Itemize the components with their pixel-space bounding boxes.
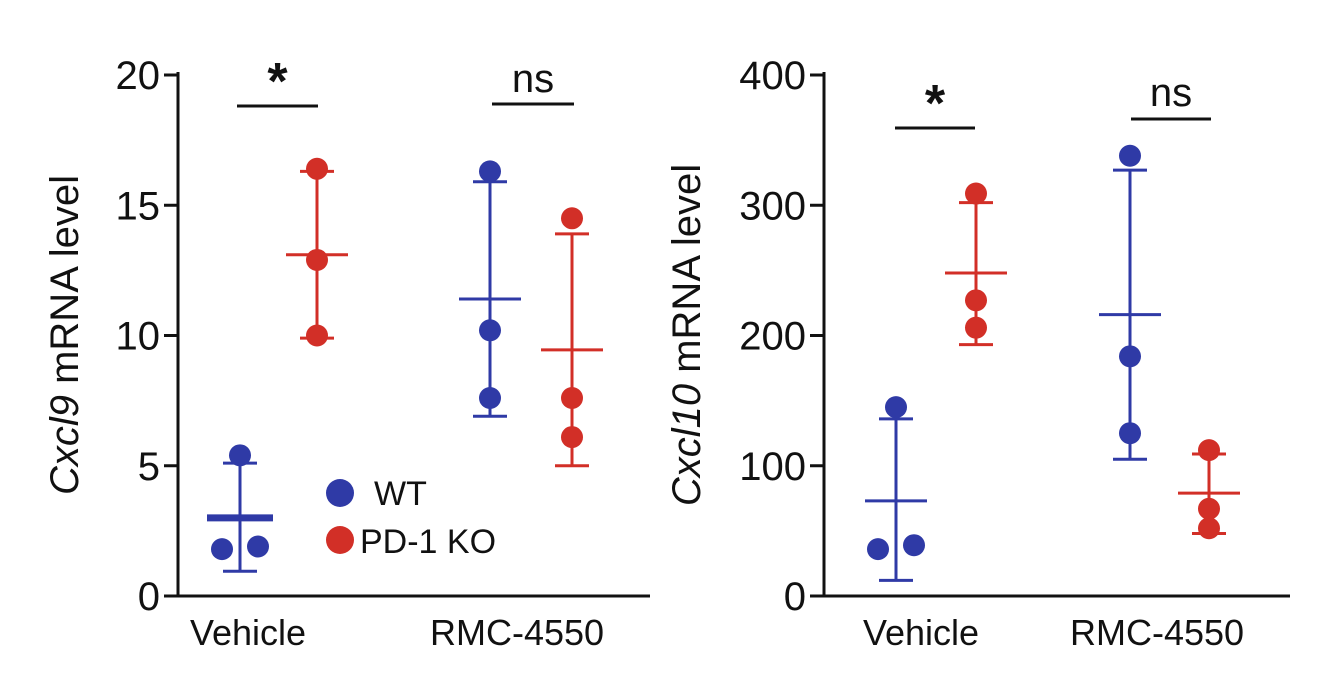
y-tick-label: 200 — [739, 315, 806, 359]
y-tick-label: 300 — [739, 184, 806, 228]
data-point — [561, 207, 583, 230]
data-point — [1119, 345, 1141, 368]
x-category-label: RMC-4550 — [1070, 612, 1244, 653]
y-axis-label-rest: mRNA level — [665, 164, 709, 384]
data-point — [229, 444, 251, 467]
legend-ko-label: PD-1 KO — [360, 523, 496, 561]
data-point — [867, 538, 889, 561]
data-point — [1198, 439, 1220, 462]
data-point — [306, 157, 328, 180]
y-tick-label: 100 — [739, 445, 806, 489]
data-point — [561, 387, 583, 410]
significance-label: * — [925, 75, 946, 133]
data-point — [1119, 144, 1141, 167]
legend: WT PD-1 KO — [326, 475, 496, 561]
x-category-label: Vehicle — [863, 612, 979, 653]
x-category-label: Vehicle — [190, 612, 306, 653]
data-point — [479, 387, 501, 410]
y-axis-label: Cxcl10 mRNA level — [665, 164, 709, 506]
data-point — [479, 160, 501, 183]
data-point — [885, 396, 907, 419]
data-point — [306, 248, 328, 271]
panel-cxcl9: 0 5 10 15 20 Vehicle RMC-4550 * ns WT PD-1 KO Cx… — [43, 53, 650, 653]
panel-cxcl10: 0 100 200 300 400 Vehicle RMC-4550 * ns Cxcl10 m… — [665, 54, 1290, 653]
data-point — [306, 324, 328, 347]
y-tick-label: 0 — [138, 575, 160, 619]
significance-label: ns — [512, 57, 554, 101]
data-point — [965, 182, 987, 205]
x-category-label: RMC-4550 — [430, 612, 604, 653]
data-point — [479, 319, 501, 342]
y-tick-label: 20 — [116, 54, 161, 98]
legend-wt-marker — [326, 479, 354, 507]
data-point — [965, 316, 987, 339]
y-tick-label: 400 — [739, 54, 806, 98]
y-tick-label: 15 — [116, 184, 161, 228]
significance-label: * — [267, 53, 288, 111]
data-point — [903, 534, 925, 557]
y-axis-label-gene: Cxcl10 — [665, 384, 709, 506]
data-point — [1198, 517, 1220, 540]
significance-label: ns — [1150, 71, 1192, 115]
y-axis-label-gene: Cxcl9 — [43, 395, 87, 495]
legend-wt-label: WT — [374, 475, 427, 513]
y-axis-label: Cxcl9 mRNA level — [43, 175, 87, 495]
data-point — [1198, 497, 1220, 520]
y-axis-label-rest: mRNA level — [43, 175, 87, 395]
y-tick-label: 0 — [784, 575, 806, 619]
data-point — [247, 535, 269, 558]
data-point — [561, 426, 583, 449]
y-tick-label: 5 — [138, 445, 160, 489]
y-tick-label: 10 — [116, 315, 161, 359]
data-point — [965, 289, 987, 312]
data-point — [1119, 422, 1141, 445]
legend-ko-marker — [326, 526, 354, 554]
data-point — [211, 538, 233, 561]
